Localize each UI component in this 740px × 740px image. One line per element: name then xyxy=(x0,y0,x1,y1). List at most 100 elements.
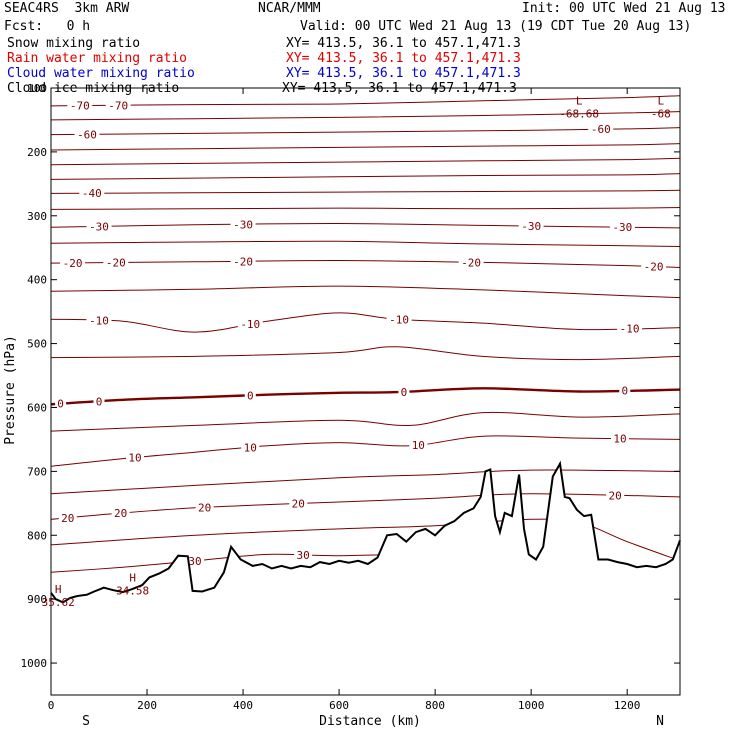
contour-label-bg xyxy=(617,322,643,335)
contour-label-bg xyxy=(67,99,93,112)
axes: 0 200 400 600 800 1000 12001002003004005006007… xyxy=(21,82,680,712)
legend-rain: Rain water mixing ratio xyxy=(7,51,188,66)
contour-label: 20 xyxy=(292,497,305,510)
x-axis-label: Distance (km) xyxy=(319,714,421,729)
y-tick-label: 900 xyxy=(27,593,47,606)
contour-label-bg xyxy=(86,220,112,233)
contour-label-bg xyxy=(241,441,260,454)
contour-label-bg xyxy=(111,507,130,520)
contour-label-bg xyxy=(58,511,77,524)
contour-label: 0 xyxy=(621,385,628,398)
contour-label-bg xyxy=(289,497,308,510)
contour-label-bg xyxy=(398,385,410,398)
contour--20 xyxy=(51,259,680,268)
y-tick-label: 600 xyxy=(27,401,47,414)
y-axis-label: Pressure (hPa) xyxy=(3,335,18,445)
legend-rain-xy: XY= 413.5, 36.1 to 457.1,471.3 xyxy=(286,51,521,66)
contour--10 xyxy=(51,312,680,333)
legend-cloud-water-xy: XY= 413.5, 36.1 to 457.1,471.3 xyxy=(286,66,521,81)
contour-label-bg xyxy=(458,256,484,269)
contour-label: 20 xyxy=(114,507,127,520)
extremum-value: 35.62 xyxy=(42,596,75,609)
extremum-value: -68 xyxy=(651,107,671,120)
contour-label: -10 xyxy=(240,318,260,331)
contour--30 xyxy=(51,222,680,229)
x-tick-label: 600 xyxy=(329,699,349,712)
contour-label: -10 xyxy=(389,313,409,326)
contour-label-bg xyxy=(195,501,214,514)
extremum-value: -68.68 xyxy=(559,107,599,120)
contour-label: 0 xyxy=(247,389,254,402)
contour-25 xyxy=(51,518,680,562)
model-title: SEAC4RS 3km ARW xyxy=(4,1,130,16)
contour-label: 30 xyxy=(188,555,201,568)
contour-label-bg xyxy=(619,384,631,397)
contour-label: 0 xyxy=(57,398,64,411)
contour-label-bg xyxy=(606,489,625,502)
contour-label-bg xyxy=(55,397,67,410)
contour--50 xyxy=(51,157,680,166)
legend-cloud-water: Cloud water mixing ratio xyxy=(7,66,195,81)
contour-label: -20 xyxy=(233,255,253,268)
contour-label: -70 xyxy=(108,99,128,112)
contour-label-bg xyxy=(244,389,256,402)
contour-label-bg xyxy=(186,554,205,567)
contour--25 xyxy=(51,240,680,247)
terrain-layer xyxy=(50,460,681,604)
valid-time: Valid: 00 UTC Wed 21 Aug 13 (19 CDT Tue … xyxy=(300,19,692,34)
contour-15 xyxy=(51,469,680,495)
contour-label: -20 xyxy=(63,257,83,270)
contour-5 xyxy=(51,411,680,432)
contour-label-bg xyxy=(79,187,105,200)
y-tick-label: 1000 xyxy=(21,657,48,670)
x-tick-label: 200 xyxy=(137,699,157,712)
x-end-label-north: N xyxy=(656,714,664,729)
contour-label-bg xyxy=(105,99,131,112)
y-tick-label: 800 xyxy=(27,529,47,542)
contour-label-bg xyxy=(237,317,263,330)
y-tick-label: 300 xyxy=(27,210,47,223)
contour-label: -20 xyxy=(461,256,481,269)
contour--65 xyxy=(51,111,680,121)
contour--40 xyxy=(51,189,680,194)
contour-label: -40 xyxy=(82,187,102,200)
contour-label: -60 xyxy=(591,123,611,136)
contour-10 xyxy=(51,435,680,467)
contour-label-bg xyxy=(588,123,614,136)
contour-20 xyxy=(51,493,680,520)
contour-label: 30 xyxy=(296,549,309,562)
contour-label-bg xyxy=(610,432,629,445)
contour-label-bg xyxy=(230,218,256,231)
contour--55 xyxy=(51,143,680,151)
contour-label-bg xyxy=(518,220,544,233)
extremum-value: 34.58 xyxy=(116,585,149,598)
contour-label: -30 xyxy=(521,220,541,233)
contour-label-bg xyxy=(60,256,86,269)
forecast-hour: Fcst: 0 h xyxy=(4,19,91,34)
contour-label: 20 xyxy=(198,501,211,514)
contour-label: -60 xyxy=(77,128,97,141)
y-tick-label: 100 xyxy=(27,82,47,95)
extremum-letter: L xyxy=(576,94,583,107)
contour--70 xyxy=(51,95,680,107)
contour-0 xyxy=(51,387,680,406)
x-tick-label: 1200 xyxy=(614,699,641,712)
init-time: Init: 00 UTC Wed 21 Aug 13 xyxy=(522,1,726,16)
y-tick-label: 200 xyxy=(27,146,47,159)
contour-label: 0 xyxy=(96,395,103,408)
legend-snow-xy: XY= 413.5, 36.1 to 457.1,471.3 xyxy=(286,36,521,51)
y-tick-label: 700 xyxy=(27,465,47,478)
extremum-letter: H xyxy=(129,572,136,585)
contour-label-bg xyxy=(609,221,635,234)
contour-label-bg xyxy=(86,314,112,327)
contour-label: 20 xyxy=(609,490,622,503)
contour-label-bg xyxy=(93,395,105,408)
contour-label-bg xyxy=(230,255,256,268)
contour-label-bg xyxy=(386,313,412,326)
contour-label: -30 xyxy=(233,218,253,231)
contour--5 xyxy=(51,346,680,361)
contour-label: 20 xyxy=(61,512,74,525)
contour-label: 10 xyxy=(244,441,257,454)
contour--45 xyxy=(51,173,680,180)
contour-label: -20 xyxy=(644,261,664,274)
